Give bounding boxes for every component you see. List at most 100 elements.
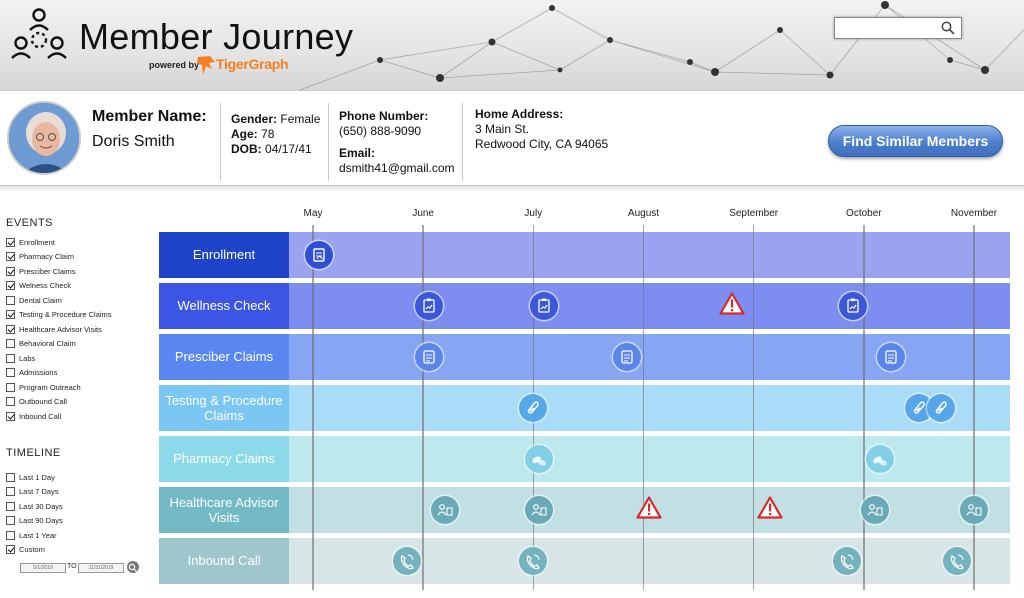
checkbox-unchecked[interactable] <box>6 501 15 511</box>
warning-icon[interactable] <box>719 291 745 320</box>
checkbox-label: Program Outreach <box>19 382 81 392</box>
pills-icon[interactable] <box>866 444 895 473</box>
timeline-filter-last-90-days[interactable]: Last 90 Days <box>6 515 63 527</box>
test-tube-icon[interactable] <box>519 393 548 422</box>
checkbox-label: Last 7 Days <box>19 487 59 496</box>
pills-icon[interactable] <box>524 444 553 473</box>
event-filter-presciber-claims[interactable]: Presciber Claims <box>6 265 76 277</box>
checkbox-checked[interactable] <box>6 252 15 261</box>
checkbox-unchecked[interactable] <box>6 487 15 496</box>
checkbox-label: Pharmacy Claim <box>19 252 75 261</box>
search-icon[interactable] <box>941 21 955 35</box>
checkbox-checked[interactable] <box>6 545 15 554</box>
timeline-filter-last-1-year[interactable]: Last 1 Year <box>6 529 57 541</box>
checkbox-unchecked[interactable] <box>6 472 15 482</box>
checkbox-label: Outbound Call <box>19 397 67 406</box>
phone-icon[interactable] <box>519 546 548 575</box>
clipboard-chart-icon[interactable] <box>530 291 559 320</box>
timeline-filter-last-7-days[interactable]: Last 7 Days <box>6 486 59 498</box>
event-filter-labs[interactable]: Labs <box>6 352 35 364</box>
email-value: dsmith41@gmail.com <box>339 161 455 175</box>
month-label-november: November <box>950 208 998 219</box>
address-line1: 3 Main St. <box>475 122 530 136</box>
email-label: Email: <box>339 146 376 160</box>
checkbox-label: Testing & Procedure Claims <box>19 310 112 319</box>
event-filter-outbound-call[interactable]: Outbound Call <box>6 396 67 408</box>
checkbox-label: Healthcare Advisor Visits <box>19 324 102 334</box>
checkbox-unchecked[interactable] <box>6 397 15 406</box>
checkbox-unchecked[interactable] <box>6 382 15 392</box>
address-label: Home Address: <box>475 107 564 121</box>
event-filter-welness-check[interactable]: Welness Check <box>6 280 71 292</box>
month-gridline <box>752 225 755 590</box>
app-title: Member Journey <box>79 16 354 57</box>
event-filter-program-outreach[interactable]: Program Outreach <box>6 381 81 393</box>
checkbox-unchecked[interactable] <box>6 530 15 540</box>
member-name-label: Member Name: <box>92 108 207 125</box>
event-filter-dental-claim[interactable]: Dental Claim <box>6 294 62 306</box>
member-photo <box>9 103 79 173</box>
prescription-icon[interactable] <box>612 342 641 371</box>
checkbox-checked[interactable] <box>6 281 15 290</box>
event-filter-admissions[interactable]: Admissions <box>6 367 57 379</box>
warning-icon[interactable] <box>757 495 783 524</box>
prescription-icon[interactable] <box>877 342 906 371</box>
row-label-wellness-check: Wellness Check <box>159 283 289 329</box>
event-filter-pharmacy-claim[interactable]: Pharmacy Claim <box>6 251 74 263</box>
app-header: Member Journey powered by TigerGraph <box>0 0 1024 90</box>
search-input[interactable] <box>834 17 962 39</box>
custom-to-date-input[interactable]: 11/31/2019 <box>78 563 124 573</box>
divider <box>328 103 329 181</box>
timeline-filter-last-1-day[interactable]: Last 1 Day <box>6 471 55 483</box>
doctor-icon[interactable] <box>524 495 553 524</box>
event-filter-behavioral-claim[interactable]: Behavioral Claim <box>6 338 76 350</box>
doctor-icon[interactable] <box>960 495 988 524</box>
timeline-filter-last-30-days[interactable]: Last 30 Days <box>6 500 63 512</box>
checkbox-label: Welness Check <box>19 281 71 290</box>
checkbox-checked[interactable] <box>6 324 15 334</box>
checkbox-checked[interactable] <box>6 237 15 247</box>
event-filter-enrollment[interactable]: Enrollment <box>6 236 55 248</box>
doctor-icon[interactable] <box>431 495 460 524</box>
timeline-filter-custom[interactable]: Custom <box>6 544 45 556</box>
age-label: Age: <box>231 127 258 141</box>
checkbox-checked[interactable] <box>6 310 15 319</box>
checkbox-unchecked[interactable] <box>6 516 15 525</box>
checkbox-unchecked[interactable] <box>6 339 15 348</box>
row-label-inbound-call: Inbound Call <box>159 538 289 584</box>
checkbox-checked[interactable] <box>6 266 15 276</box>
phone-icon[interactable] <box>833 546 862 575</box>
event-filter-healthcare-advisor-visits[interactable]: Healthcare Advisor Visits <box>6 323 102 335</box>
demographics: Gender: Female Age: 78 DOB: 04/17/41 <box>231 112 320 157</box>
checkbox-label: Last 1 Day <box>19 472 55 482</box>
address-info: Home Address: 3 Main St. Redwood City, C… <box>475 107 608 152</box>
checkbox-unchecked[interactable] <box>6 368 15 377</box>
checkbox-label: Presciber Claims <box>19 266 76 276</box>
checkbox-label: Admissions <box>19 368 58 377</box>
checkbox-unchecked[interactable] <box>6 353 15 363</box>
month-gridline <box>973 225 975 590</box>
month-label-october: October <box>846 208 882 219</box>
event-filter-inbound-call[interactable]: Inbound Call <box>6 410 61 422</box>
custom-from-date-input[interactable]: 5/1/2019 <box>20 563 66 573</box>
date-range-to-label: TO <box>67 563 77 570</box>
clipboard-chart-icon[interactable] <box>838 291 867 320</box>
row-label-enrollment: Enrollment <box>159 232 289 278</box>
phone-icon[interactable] <box>392 546 421 575</box>
checkbox-label: Behavioral Claim <box>19 339 76 348</box>
phone-icon[interactable] <box>943 546 972 575</box>
prescription-icon[interactable] <box>414 342 443 371</box>
test-tube-icon[interactable] <box>926 393 955 422</box>
row-label-pharmacy-claims: Pharmacy Claims <box>159 436 289 482</box>
warning-icon[interactable] <box>636 495 662 524</box>
find-similar-members-button[interactable]: Find Similar Members <box>828 125 1003 157</box>
doctor-icon[interactable] <box>860 495 889 524</box>
member-name: Doris Smith <box>92 133 175 150</box>
event-filter-testing-and-procedure-claims[interactable]: Testing & Procedure Claims <box>6 309 112 321</box>
checkbox-checked[interactable] <box>6 411 15 421</box>
member-info-bar: Member Name: Doris Smith Gender: Female … <box>0 90 1024 186</box>
clipboard-chart-icon[interactable] <box>414 291 443 320</box>
document-icon[interactable] <box>304 240 333 269</box>
checkbox-unchecked[interactable] <box>6 295 15 305</box>
apply-date-search-icon[interactable] <box>127 561 139 573</box>
